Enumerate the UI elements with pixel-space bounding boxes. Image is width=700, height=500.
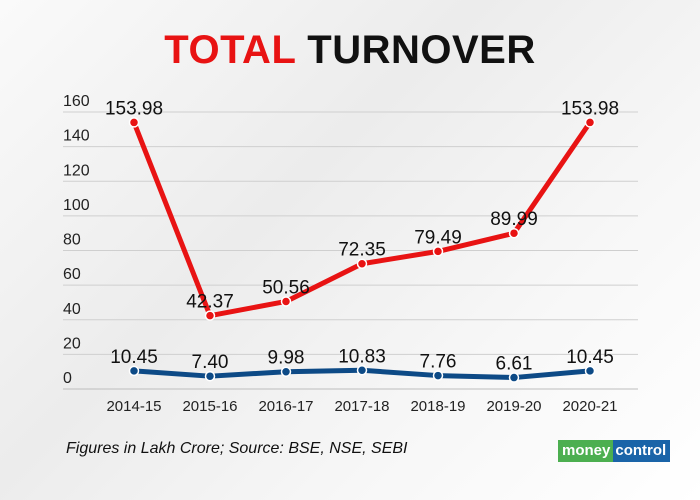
x-tick-label: 2014-15 bbox=[106, 398, 161, 415]
blue-series-data-label: 7.40 bbox=[192, 352, 229, 373]
title-part1: TOTAL bbox=[164, 28, 296, 72]
blue-series-point bbox=[280, 366, 292, 377]
y-tick-label: 60 bbox=[63, 266, 81, 283]
red-series-data-label: 89.99 bbox=[490, 209, 538, 230]
x-tick-label: 2020-21 bbox=[562, 398, 617, 415]
red-series-data-label: 79.49 bbox=[414, 227, 462, 248]
x-tick-label: 2016-17 bbox=[258, 398, 313, 415]
y-tick-label: 40 bbox=[63, 301, 81, 318]
blue-series-point bbox=[508, 372, 520, 383]
red-series-point bbox=[356, 258, 368, 269]
blue-series-data-label: 10.83 bbox=[338, 346, 386, 367]
red-series-point bbox=[508, 227, 520, 239]
logo-part2: control bbox=[613, 440, 671, 462]
chart-title: TOTAL TURNOVER bbox=[0, 28, 700, 73]
x-tick-label: 2017-18 bbox=[334, 398, 389, 415]
blue-series-point bbox=[356, 365, 368, 376]
red-series-data-label: 153.98 bbox=[561, 98, 619, 119]
blue-series-point bbox=[204, 370, 216, 382]
red-series-point bbox=[204, 310, 216, 321]
y-tick-label: 140 bbox=[63, 128, 90, 145]
title-part2: TURNOVER bbox=[307, 28, 536, 72]
blue-series-data-label: 10.45 bbox=[110, 347, 158, 368]
red-series-data-label: 42.37 bbox=[186, 292, 234, 313]
blue-series-data-label: 6.61 bbox=[496, 354, 533, 375]
y-tick-label: 0 bbox=[63, 370, 72, 387]
x-tick-label: 2018-19 bbox=[410, 398, 465, 415]
red-series-data-label: 153.98 bbox=[105, 98, 163, 119]
y-tick-label: 80 bbox=[63, 232, 81, 249]
x-tick-label: 2015-16 bbox=[182, 398, 237, 415]
logo-part1: money bbox=[558, 440, 614, 462]
y-tick-label: 100 bbox=[63, 197, 90, 214]
red-series-data-label: 72.35 bbox=[338, 240, 386, 261]
y-tick-label: 160 bbox=[63, 93, 90, 110]
red-series-point bbox=[584, 117, 596, 128]
source-note: Figures in Lakh Crore; Source: BSE, NSE,… bbox=[66, 440, 408, 457]
moneycontrol-logo: money control bbox=[558, 440, 671, 462]
red-series-point bbox=[432, 246, 444, 257]
blue-series-data-label: 9.98 bbox=[268, 348, 305, 369]
blue-series-point bbox=[584, 365, 596, 377]
red-series-point bbox=[280, 296, 292, 307]
blue-series-data-label: 7.76 bbox=[420, 352, 457, 373]
x-tick-label: 2019-20 bbox=[486, 398, 541, 415]
y-tick-label: 20 bbox=[63, 335, 81, 352]
blue-series-point bbox=[432, 370, 444, 381]
y-tick-label: 120 bbox=[63, 162, 90, 179]
blue-series-data-label: 10.45 bbox=[566, 347, 614, 368]
red-series-data-label: 50.56 bbox=[262, 277, 310, 298]
red-series-point bbox=[128, 117, 140, 128]
blue-series-point bbox=[128, 365, 140, 377]
